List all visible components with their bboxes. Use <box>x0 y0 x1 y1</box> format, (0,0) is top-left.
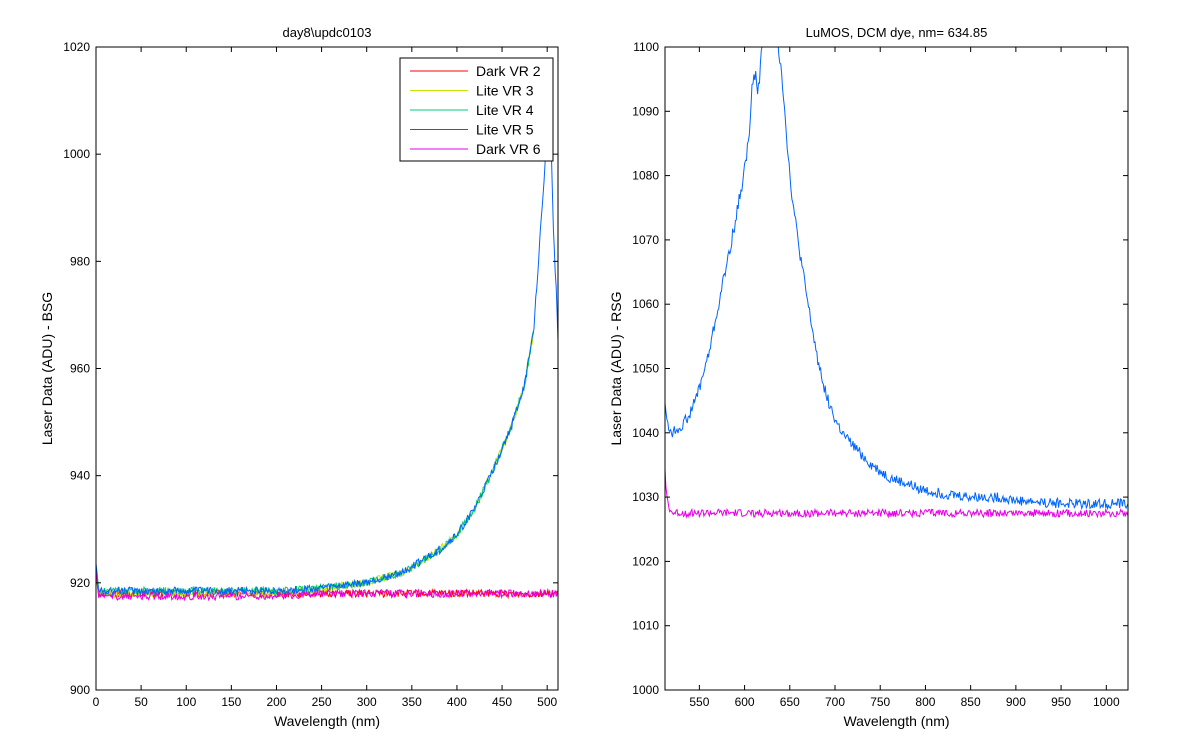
series-line-2 <box>665 469 1128 519</box>
y-tick-label: 940 <box>70 469 90 483</box>
x-tick-label: 350 <box>402 695 422 709</box>
x-tick-label: 150 <box>221 695 241 709</box>
x-tick-label: 250 <box>312 695 332 709</box>
series-line-4 <box>96 100 558 597</box>
x-tick-label: 750 <box>870 695 890 709</box>
x-tick-label: 200 <box>266 695 286 709</box>
y-tick-label: 1100 <box>633 40 659 54</box>
y-tick-label: 900 <box>70 683 90 697</box>
legend-label: Dark VR 6 <box>476 141 541 157</box>
x-axis-label: Wavelength (nm) <box>274 713 380 729</box>
y-axis-label: Laser Data (ADU) - BSG <box>39 292 55 445</box>
x-tick-label: 0 <box>93 695 100 709</box>
series-line-1 <box>665 47 1128 511</box>
x-tick-label: 850 <box>961 695 981 709</box>
series-group <box>96 100 558 602</box>
y-tick-label: 1060 <box>632 297 659 311</box>
plot-area <box>665 47 1128 690</box>
y-tick-label: 1080 <box>632 169 659 183</box>
legend-label: Dark VR 2 <box>476 63 541 79</box>
y-tick-label: 1040 <box>632 426 659 440</box>
x-tick-label: 900 <box>1006 695 1026 709</box>
x-tick-label: 650 <box>780 695 800 709</box>
legend-label: Lite VR 4 <box>476 102 534 118</box>
legend-label: Lite VR 5 <box>476 122 534 138</box>
y-tick-label: 1010 <box>632 619 659 633</box>
y-tick-label: 960 <box>70 362 90 376</box>
x-tick-label: 700 <box>825 695 845 709</box>
x-tick-label: 800 <box>915 695 935 709</box>
y-tick-label: 1070 <box>632 233 659 247</box>
y-tick-label: 1000 <box>632 683 659 697</box>
y-tick-label: 1030 <box>632 490 659 504</box>
series-line-5 <box>96 572 558 602</box>
y-tick-label: 1090 <box>632 104 659 118</box>
x-tick-label: 550 <box>689 695 709 709</box>
x-tick-label: 1000 <box>1093 695 1120 709</box>
x-tick-label: 600 <box>735 695 755 709</box>
chart-2: 550 600 650 700 750 800 850 900 950 1000 1000 1010 1… <box>608 25 1129 729</box>
y-axis-label: Laser Data (ADU) - RSG <box>608 291 624 445</box>
y-tick-label: 920 <box>70 576 90 590</box>
x-tick-label: 50 <box>134 695 148 709</box>
series-group <box>665 47 1128 519</box>
series-line-3 <box>96 331 534 597</box>
x-tick-label: 100 <box>176 695 196 709</box>
x-tick-label: 500 <box>537 695 557 709</box>
x-tick-label: 300 <box>357 695 377 709</box>
y-tick-label: 1000 <box>63 147 90 161</box>
y-tick-label: 1020 <box>63 40 90 54</box>
chart-title: LuMOS, DCM dye, nm= 634.85 <box>806 25 988 40</box>
legend-label: Lite VR 3 <box>476 83 534 99</box>
chart-title: day8\updc0103 <box>283 25 372 40</box>
x-tick-label: 400 <box>447 695 467 709</box>
y-tick-label: 1020 <box>632 554 659 568</box>
x-tick-label: 450 <box>492 695 512 709</box>
y-tick-label: 980 <box>70 254 90 268</box>
chart-1: 0 50 100 150 200 250 300 350 400 450 500 900 920 940 9… <box>39 25 559 729</box>
y-tick-label: 1050 <box>632 362 659 376</box>
x-tick-label: 950 <box>1051 695 1071 709</box>
x-axis-label: Wavelength (nm) <box>843 713 949 729</box>
legend: Dark VR 2 Lite VR 3 Lite VR 4 Lite VR 5 Dark… <box>399 57 554 162</box>
